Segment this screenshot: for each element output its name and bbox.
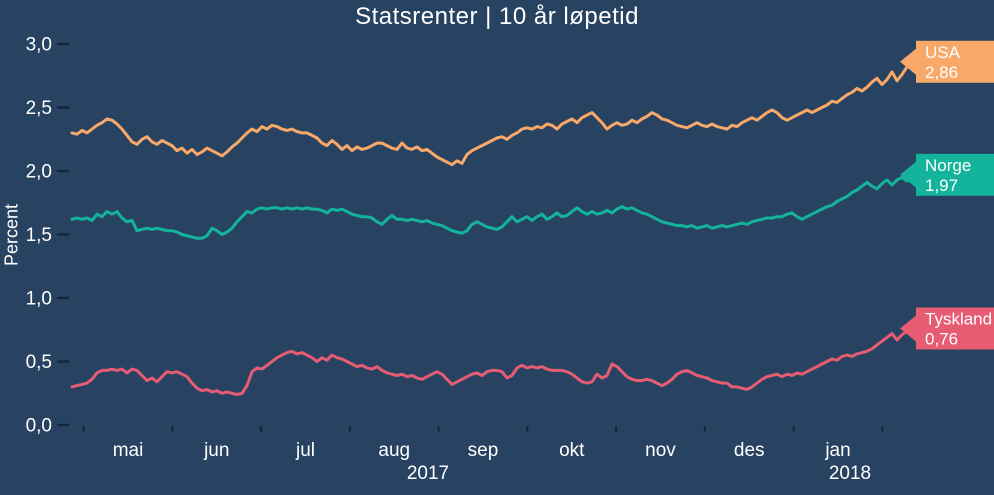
series-tag-name-tyskland: Tyskland [925, 309, 992, 328]
y-tick-label: 3,0 [26, 35, 52, 56]
series-tag-value-usa: 2,86 [925, 63, 958, 82]
series-tag-name-usa: USA [925, 43, 961, 62]
x-tick-label: jan [824, 440, 850, 461]
x-tick-label: nov [645, 440, 676, 461]
x-year-label: 2018 [829, 463, 871, 484]
series-tag-value-tyskland: 0,76 [925, 329, 958, 348]
x-year-label: 2017 [407, 463, 449, 484]
series-tag-value-norge: 1,97 [925, 176, 958, 195]
x-tick-label: jun [203, 440, 229, 461]
tag-arrow-icon [900, 315, 916, 342]
series-tag-usa [916, 40, 994, 83]
y-tick-label: 2,0 [26, 162, 52, 183]
tag-arrow-icon [900, 161, 916, 188]
series-tag-name-norge: Norge [925, 156, 971, 175]
series-tag-tyskland [916, 307, 994, 350]
tag-arrow-icon [900, 48, 916, 75]
series-tag-norge [916, 153, 994, 196]
series-line-norge [70, 173, 914, 240]
x-tick-label: aug [378, 440, 410, 461]
y-tick-label: 1,5 [26, 225, 52, 246]
y-tick-label: 2,5 [26, 98, 52, 119]
series-line-tyskland [70, 327, 914, 396]
series-line-usa [70, 60, 914, 167]
x-tick-label: mai [113, 440, 144, 461]
x-tick-label: sep [468, 440, 499, 461]
x-tick-label: jul [295, 440, 315, 461]
y-tick-label: 0,5 [26, 352, 52, 373]
chart-title: Statsrenter | 10 år løpetid [355, 3, 639, 30]
x-tick-label: des [734, 440, 765, 461]
y-tick-label: 1,0 [26, 289, 52, 310]
y-tick-label: 0,0 [26, 416, 52, 437]
x-tick-label: okt [559, 440, 585, 461]
